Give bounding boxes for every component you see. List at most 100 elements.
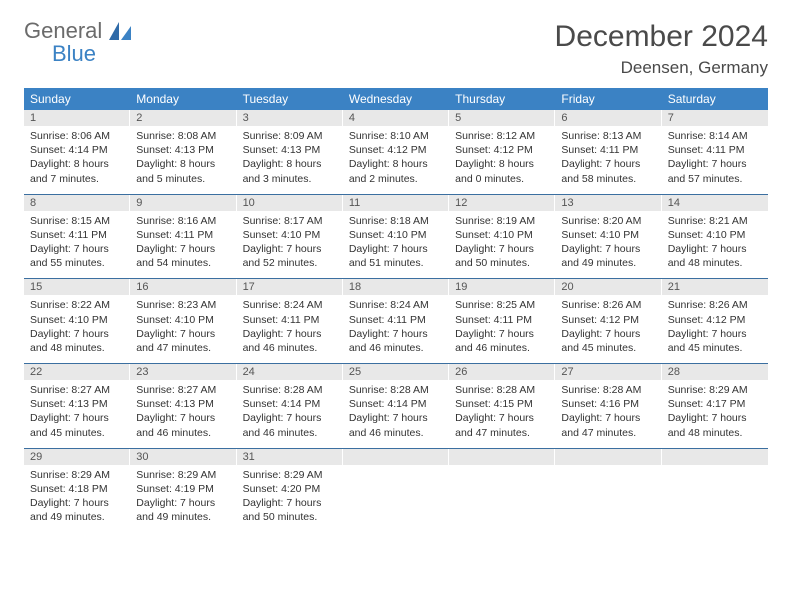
week-row: 22Sunrise: 8:27 AMSunset: 4:13 PMDayligh… [24, 364, 768, 449]
sunrise-line: Sunrise: 8:15 AM [30, 214, 124, 228]
sunset-line: Sunset: 4:16 PM [561, 397, 655, 411]
day-cell: 10Sunrise: 8:17 AMSunset: 4:10 PMDayligh… [237, 195, 343, 279]
daylight-line: Daylight: 7 hours and 55 minutes. [30, 242, 124, 270]
daylight-line: Daylight: 8 hours and 3 minutes. [243, 157, 337, 185]
page-header: General Blue December 2024 Deensen, Germ… [24, 20, 768, 78]
day-cell: 26Sunrise: 8:28 AMSunset: 4:15 PMDayligh… [449, 364, 555, 448]
week-row: 8Sunrise: 8:15 AMSunset: 4:11 PMDaylight… [24, 195, 768, 280]
sunset-line: Sunset: 4:11 PM [243, 313, 337, 327]
sunrise-line: Sunrise: 8:28 AM [243, 383, 337, 397]
week-row: 1Sunrise: 8:06 AMSunset: 4:14 PMDaylight… [24, 110, 768, 195]
daylight-line: Daylight: 8 hours and 0 minutes. [455, 157, 549, 185]
day-number: 3 [237, 110, 343, 126]
day-details: Sunrise: 8:28 AMSunset: 4:16 PMDaylight:… [555, 380, 661, 448]
sunrise-line: Sunrise: 8:08 AM [136, 129, 230, 143]
daylight-line: Daylight: 7 hours and 57 minutes. [668, 157, 762, 185]
day-number: 18 [343, 279, 449, 295]
day-cell: 13Sunrise: 8:20 AMSunset: 4:10 PMDayligh… [555, 195, 661, 279]
day-details: Sunrise: 8:16 AMSunset: 4:11 PMDaylight:… [130, 211, 236, 279]
day-number: 17 [237, 279, 343, 295]
day-details: Sunrise: 8:29 AMSunset: 4:17 PMDaylight:… [662, 380, 768, 448]
sunrise-line: Sunrise: 8:26 AM [561, 298, 655, 312]
sunrise-line: Sunrise: 8:17 AM [243, 214, 337, 228]
day-details: Sunrise: 8:10 AMSunset: 4:12 PMDaylight:… [343, 126, 449, 194]
day-number: 5 [449, 110, 555, 126]
day-details: Sunrise: 8:28 AMSunset: 4:14 PMDaylight:… [343, 380, 449, 448]
sunset-line: Sunset: 4:14 PM [349, 397, 443, 411]
sunset-line: Sunset: 4:18 PM [30, 482, 124, 496]
day-details: Sunrise: 8:15 AMSunset: 4:11 PMDaylight:… [24, 211, 130, 279]
daylight-line: Daylight: 7 hours and 45 minutes. [561, 327, 655, 355]
day-number: 30 [130, 449, 236, 465]
sunset-line: Sunset: 4:10 PM [30, 313, 124, 327]
sunset-line: Sunset: 4:10 PM [136, 313, 230, 327]
day-cell: 18Sunrise: 8:24 AMSunset: 4:11 PMDayligh… [343, 279, 449, 363]
daylight-line: Daylight: 8 hours and 7 minutes. [30, 157, 124, 185]
day-cell: 25Sunrise: 8:28 AMSunset: 4:14 PMDayligh… [343, 364, 449, 448]
sunset-line: Sunset: 4:10 PM [668, 228, 762, 242]
day-details: Sunrise: 8:24 AMSunset: 4:11 PMDaylight:… [343, 295, 449, 363]
day-details: Sunrise: 8:29 AMSunset: 4:20 PMDaylight:… [237, 465, 343, 533]
day-cell: 5Sunrise: 8:12 AMSunset: 4:12 PMDaylight… [449, 110, 555, 194]
daylight-line: Daylight: 7 hours and 52 minutes. [243, 242, 337, 270]
daylight-line: Daylight: 7 hours and 51 minutes. [349, 242, 443, 270]
day-number: . [555, 449, 661, 465]
day-number: 1 [24, 110, 130, 126]
day-cell: 30Sunrise: 8:29 AMSunset: 4:19 PMDayligh… [130, 449, 236, 533]
day-details: Sunrise: 8:29 AMSunset: 4:18 PMDaylight:… [24, 465, 130, 533]
week-row: 15Sunrise: 8:22 AMSunset: 4:10 PMDayligh… [24, 279, 768, 364]
day-cell: 7Sunrise: 8:14 AMSunset: 4:11 PMDaylight… [662, 110, 768, 194]
day-details: Sunrise: 8:14 AMSunset: 4:11 PMDaylight:… [662, 126, 768, 194]
daylight-line: Daylight: 8 hours and 2 minutes. [349, 157, 443, 185]
sunrise-line: Sunrise: 8:24 AM [349, 298, 443, 312]
day-cell: 14Sunrise: 8:21 AMSunset: 4:10 PMDayligh… [662, 195, 768, 279]
day-details: Sunrise: 8:24 AMSunset: 4:11 PMDaylight:… [237, 295, 343, 363]
daylight-line: Daylight: 7 hours and 47 minutes. [455, 411, 549, 439]
sunset-line: Sunset: 4:13 PM [136, 397, 230, 411]
sunset-line: Sunset: 4:19 PM [136, 482, 230, 496]
daylight-line: Daylight: 7 hours and 46 minutes. [243, 411, 337, 439]
daylight-line: Daylight: 7 hours and 54 minutes. [136, 242, 230, 270]
sunset-line: Sunset: 4:13 PM [30, 397, 124, 411]
day-details: Sunrise: 8:25 AMSunset: 4:11 PMDaylight:… [449, 295, 555, 363]
day-cell: 4Sunrise: 8:10 AMSunset: 4:12 PMDaylight… [343, 110, 449, 194]
sunrise-line: Sunrise: 8:10 AM [349, 129, 443, 143]
sunset-line: Sunset: 4:20 PM [243, 482, 337, 496]
day-details: Sunrise: 8:26 AMSunset: 4:12 PMDaylight:… [662, 295, 768, 363]
day-details: Sunrise: 8:06 AMSunset: 4:14 PMDaylight:… [24, 126, 130, 194]
sunset-line: Sunset: 4:15 PM [455, 397, 549, 411]
sunset-line: Sunset: 4:13 PM [243, 143, 337, 157]
day-cell: 8Sunrise: 8:15 AMSunset: 4:11 PMDaylight… [24, 195, 130, 279]
day-number: 6 [555, 110, 661, 126]
day-details: Sunrise: 8:21 AMSunset: 4:10 PMDaylight:… [662, 211, 768, 279]
sunrise-line: Sunrise: 8:09 AM [243, 129, 337, 143]
sunset-line: Sunset: 4:14 PM [243, 397, 337, 411]
day-number: 23 [130, 364, 236, 380]
day-cell: 29Sunrise: 8:29 AMSunset: 4:18 PMDayligh… [24, 449, 130, 533]
day-number: 16 [130, 279, 236, 295]
sunrise-line: Sunrise: 8:21 AM [668, 214, 762, 228]
day-details: Sunrise: 8:12 AMSunset: 4:12 PMDaylight:… [449, 126, 555, 194]
day-cell: 19Sunrise: 8:25 AMSunset: 4:11 PMDayligh… [449, 279, 555, 363]
logo-sail-icon [109, 22, 131, 45]
day-cell: 31Sunrise: 8:29 AMSunset: 4:20 PMDayligh… [237, 449, 343, 533]
sunset-line: Sunset: 4:11 PM [349, 313, 443, 327]
daylight-line: Daylight: 7 hours and 45 minutes. [668, 327, 762, 355]
day-number: 8 [24, 195, 130, 211]
daylight-line: Daylight: 7 hours and 46 minutes. [349, 411, 443, 439]
daylight-line: Daylight: 8 hours and 5 minutes. [136, 157, 230, 185]
sunset-line: Sunset: 4:17 PM [668, 397, 762, 411]
logo-word-general: General [24, 18, 102, 43]
weeks-container: 1Sunrise: 8:06 AMSunset: 4:14 PMDaylight… [24, 110, 768, 532]
logo: General Blue [24, 20, 131, 65]
sunrise-line: Sunrise: 8:26 AM [668, 298, 762, 312]
day-details: Sunrise: 8:28 AMSunset: 4:15 PMDaylight:… [449, 380, 555, 448]
sunrise-line: Sunrise: 8:20 AM [561, 214, 655, 228]
day-cell: 20Sunrise: 8:26 AMSunset: 4:12 PMDayligh… [555, 279, 661, 363]
day-number: 4 [343, 110, 449, 126]
daylight-line: Daylight: 7 hours and 45 minutes. [30, 411, 124, 439]
sunset-line: Sunset: 4:11 PM [136, 228, 230, 242]
sunrise-line: Sunrise: 8:24 AM [243, 298, 337, 312]
day-details: Sunrise: 8:13 AMSunset: 4:11 PMDaylight:… [555, 126, 661, 194]
day-number: . [449, 449, 555, 465]
